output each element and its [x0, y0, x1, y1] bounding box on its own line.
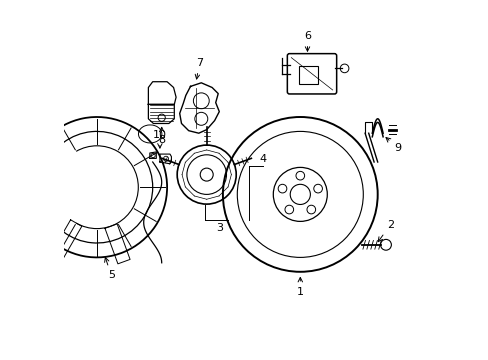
Text: 4: 4	[259, 154, 266, 164]
Text: 5: 5	[104, 257, 115, 280]
Text: 6: 6	[304, 31, 310, 51]
Bar	[298, 66, 318, 84]
Text: 7: 7	[195, 58, 203, 79]
Text: 10: 10	[153, 130, 166, 148]
Text: 2: 2	[377, 220, 393, 242]
Text: 1: 1	[296, 278, 303, 297]
Text: 8: 8	[158, 127, 165, 145]
Text: 3: 3	[215, 222, 223, 233]
Text: 9: 9	[385, 138, 400, 153]
